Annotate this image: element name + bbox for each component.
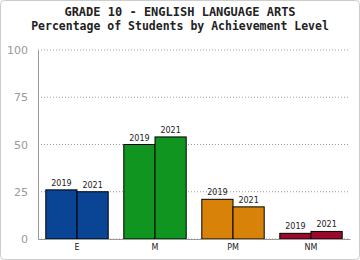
tick-label: 0	[21, 233, 28, 246]
tick: 0	[21, 233, 38, 246]
bar	[77, 192, 108, 239]
tick-label: NM	[305, 243, 318, 252]
tick: PM	[227, 243, 239, 252]
series-label: 2019	[51, 179, 71, 188]
tick: 25	[14, 186, 38, 199]
tick-label: 75	[14, 91, 28, 104]
background	[1, 1, 360, 260]
tick: M	[152, 243, 159, 252]
title: GRADE 10 - ENGLISH LANGUAGE ARTS	[64, 5, 295, 19]
series-label: 2019	[285, 222, 305, 231]
bar	[280, 233, 311, 239]
tick: 100	[7, 44, 38, 57]
bar	[233, 207, 264, 239]
bar-labels: 2019 2019 2019 2019 2021 2021 2021 2021	[51, 126, 337, 231]
tick: E	[74, 243, 79, 252]
tick-label: 50	[14, 139, 28, 152]
bar	[311, 231, 342, 239]
tick-label: PM	[227, 243, 239, 252]
chart: GRADE 10 - ENGLISH LANGUAGE ARTSPercenta…	[0, 0, 360, 260]
series-label: 2021	[160, 126, 180, 135]
tick: NM	[305, 243, 318, 252]
tick-label: E	[74, 243, 79, 252]
series-label: 2021	[316, 220, 336, 229]
grid-line	[38, 97, 350, 98]
bar	[124, 145, 155, 240]
axis-line	[38, 51, 39, 240]
grid-line	[38, 50, 350, 51]
grid	[38, 50, 350, 239]
x-axis: E M PM NM	[39, 240, 351, 252]
bar	[202, 199, 233, 239]
tick-label: M	[152, 243, 159, 252]
series-label: 2021	[238, 196, 258, 205]
series-label: 2019	[129, 134, 149, 143]
bars	[46, 137, 342, 239]
subtitle: Percentage of Students by Achievement Le…	[31, 19, 329, 33]
tick-label: 25	[14, 186, 28, 199]
y-axis: 0 25 50 75 100	[7, 44, 39, 246]
axis-line	[39, 239, 351, 240]
series-label: 2019	[207, 188, 227, 197]
tick: 75	[14, 91, 38, 104]
tick-label: 100	[7, 44, 28, 57]
tick: 50	[14, 139, 38, 152]
grid-line	[38, 144, 350, 145]
series-label: 2021	[82, 181, 102, 190]
bar	[46, 190, 77, 239]
bar	[155, 137, 186, 239]
